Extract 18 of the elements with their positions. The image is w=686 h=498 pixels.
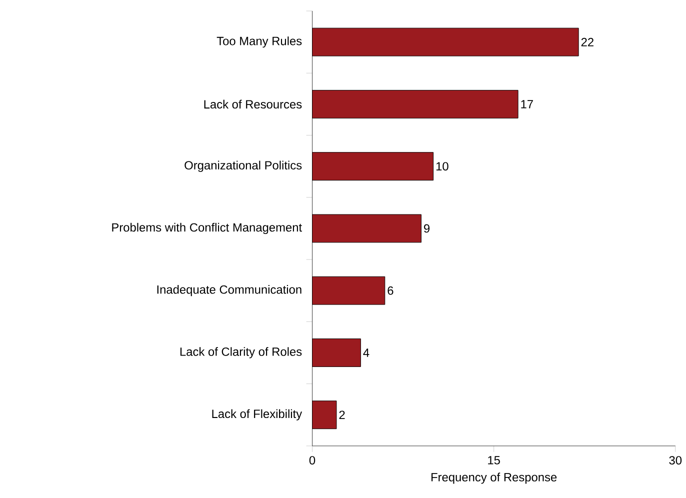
data-label: 17: [521, 100, 533, 108]
y-tick-label: Too Many Rules: [216, 36, 302, 48]
data-label: 10: [436, 162, 448, 171]
data-label: 6: [388, 286, 394, 295]
y-tick-label: Lack of Flexibility: [212, 409, 302, 421]
data-label: 4: [363, 348, 370, 357]
y-tick-label: Lack of Resources: [204, 100, 302, 109]
x-tick-label: 0: [309, 456, 316, 465]
x-tick-label: 30: [669, 456, 682, 465]
y-tick-label: Organizational Politics: [184, 160, 302, 172]
y-tick-label: Problems with Conflict Management: [112, 222, 302, 234]
x-axis-title: Frequency of Response: [431, 472, 557, 484]
y-tick-label: Inadequate Communication: [157, 285, 302, 296]
y-tick-label: Lack of Clarity of Roles: [180, 347, 302, 358]
x-tick-label: 15: [488, 456, 500, 464]
data-label: 22: [581, 38, 594, 46]
data-label: 2: [339, 410, 345, 420]
data-label: 9: [424, 224, 430, 233]
